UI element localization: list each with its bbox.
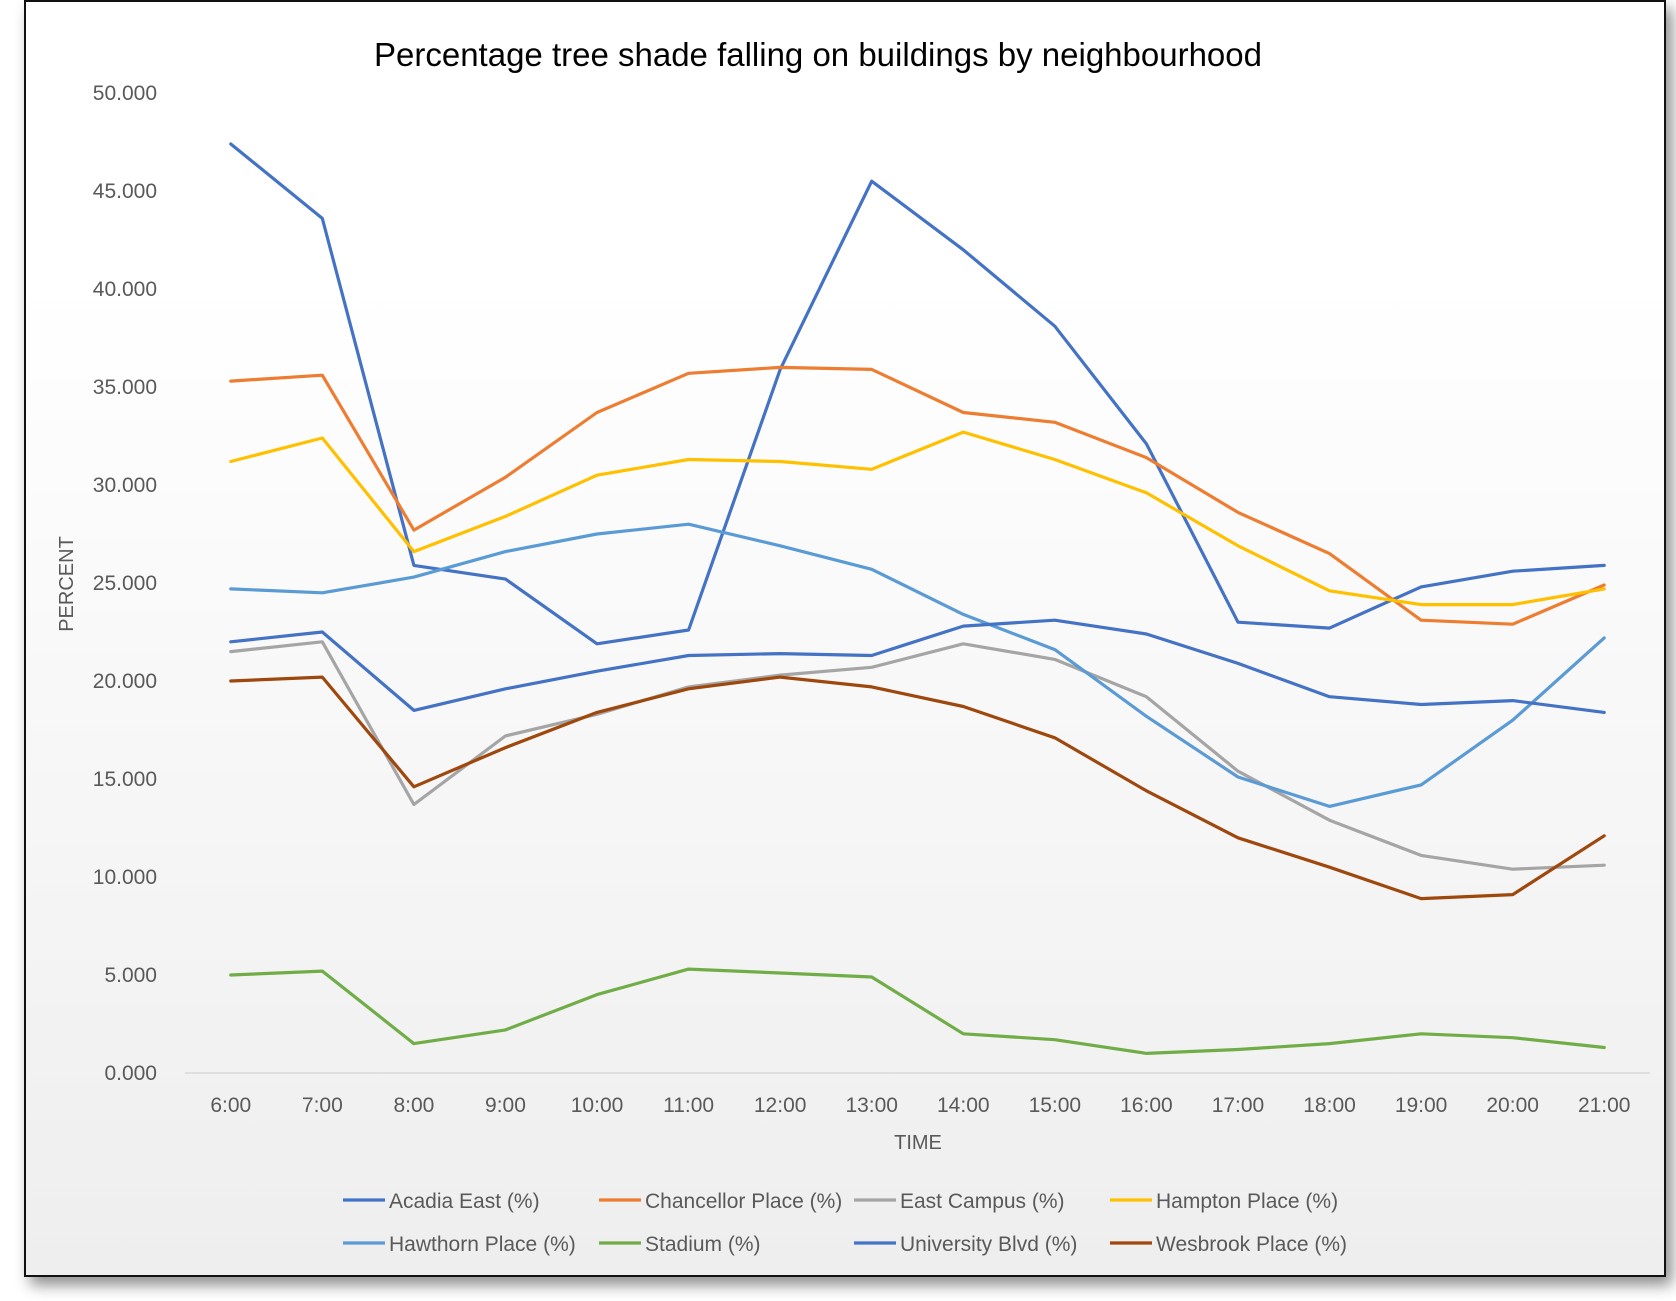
y-tick-label: 35.000 <box>93 376 157 399</box>
chart-frame <box>24 0 1666 1277</box>
x-axis-title: TIME <box>894 1132 942 1154</box>
legend-label: Wesbrook Place (%) <box>1156 1233 1347 1256</box>
series-line-6 <box>229 618 1606 715</box>
x-tick-label: 6:00 <box>210 1094 251 1117</box>
y-tick-label: 10.000 <box>93 866 157 889</box>
series-line-1 <box>229 365 1606 626</box>
x-tick-label: 12:00 <box>754 1094 807 1117</box>
legend-label: University Blvd (%) <box>900 1233 1077 1256</box>
chart-title: Percentage tree shade falling on buildin… <box>374 36 1262 73</box>
y-tick-label: 5.000 <box>104 964 157 987</box>
legend-label: East Campus (%) <box>900 1190 1065 1213</box>
y-tick-label: 0.000 <box>104 1062 157 1085</box>
x-tick-label: 18:00 <box>1303 1094 1356 1117</box>
y-tick-label: 45.000 <box>93 180 157 203</box>
legend-label: Stadium (%) <box>645 1233 761 1256</box>
y-axis-ticks: 0.000 5.000 10.000 15.000 20.000 25.000 30.000… <box>93 82 157 1085</box>
x-tick-label: 11:00 <box>663 1094 714 1117</box>
x-tick-label: 10:00 <box>571 1094 624 1117</box>
legend: Acadia East (%) Chancellor Place (%) East … <box>343 1190 1347 1256</box>
y-tick-label: 50.000 <box>93 82 157 105</box>
x-tick-label: 15:00 <box>1029 1094 1082 1117</box>
y-tick-label: 25.000 <box>93 572 157 595</box>
x-tick-label: 14:00 <box>937 1094 990 1117</box>
x-tick-label: 17:00 <box>1212 1094 1265 1117</box>
series-line-3 <box>229 430 1606 607</box>
legend-label: Acadia East (%) <box>389 1190 540 1213</box>
series-lines <box>229 142 1606 1056</box>
y-tick-label: 30.000 <box>93 474 157 497</box>
x-tick-label: 16:00 <box>1120 1094 1173 1117</box>
series-line-0 <box>229 142 1606 646</box>
series-line-7 <box>229 675 1606 901</box>
x-tick-label: 8:00 <box>393 1094 434 1117</box>
y-tick-label: 15.000 <box>93 768 157 791</box>
legend-label: Chancellor Place (%) <box>645 1190 842 1213</box>
x-tick-label: 20:00 <box>1486 1094 1539 1117</box>
y-tick-label: 20.000 <box>93 670 157 693</box>
x-tick-label: 19:00 <box>1395 1094 1448 1117</box>
series-line-2 <box>229 640 1606 871</box>
series-line-4 <box>229 522 1606 809</box>
x-axis-ticks: 6:00 7:00 8:00 9:00 10:00 11:00 12:00 13:00 14:0… <box>210 1094 1630 1117</box>
y-axis-title: PERCENT <box>56 536 78 632</box>
legend-label: Hampton Place (%) <box>1156 1190 1338 1213</box>
x-tick-label: 9:00 <box>485 1094 526 1117</box>
legend-label: Hawthorn Place (%) <box>389 1233 576 1256</box>
x-tick-label: 13:00 <box>845 1094 898 1117</box>
x-tick-label: 21:00 <box>1578 1094 1631 1117</box>
x-tick-label: 7:00 <box>302 1094 343 1117</box>
series-line-5 <box>229 967 1606 1056</box>
y-tick-label: 40.000 <box>93 278 157 301</box>
